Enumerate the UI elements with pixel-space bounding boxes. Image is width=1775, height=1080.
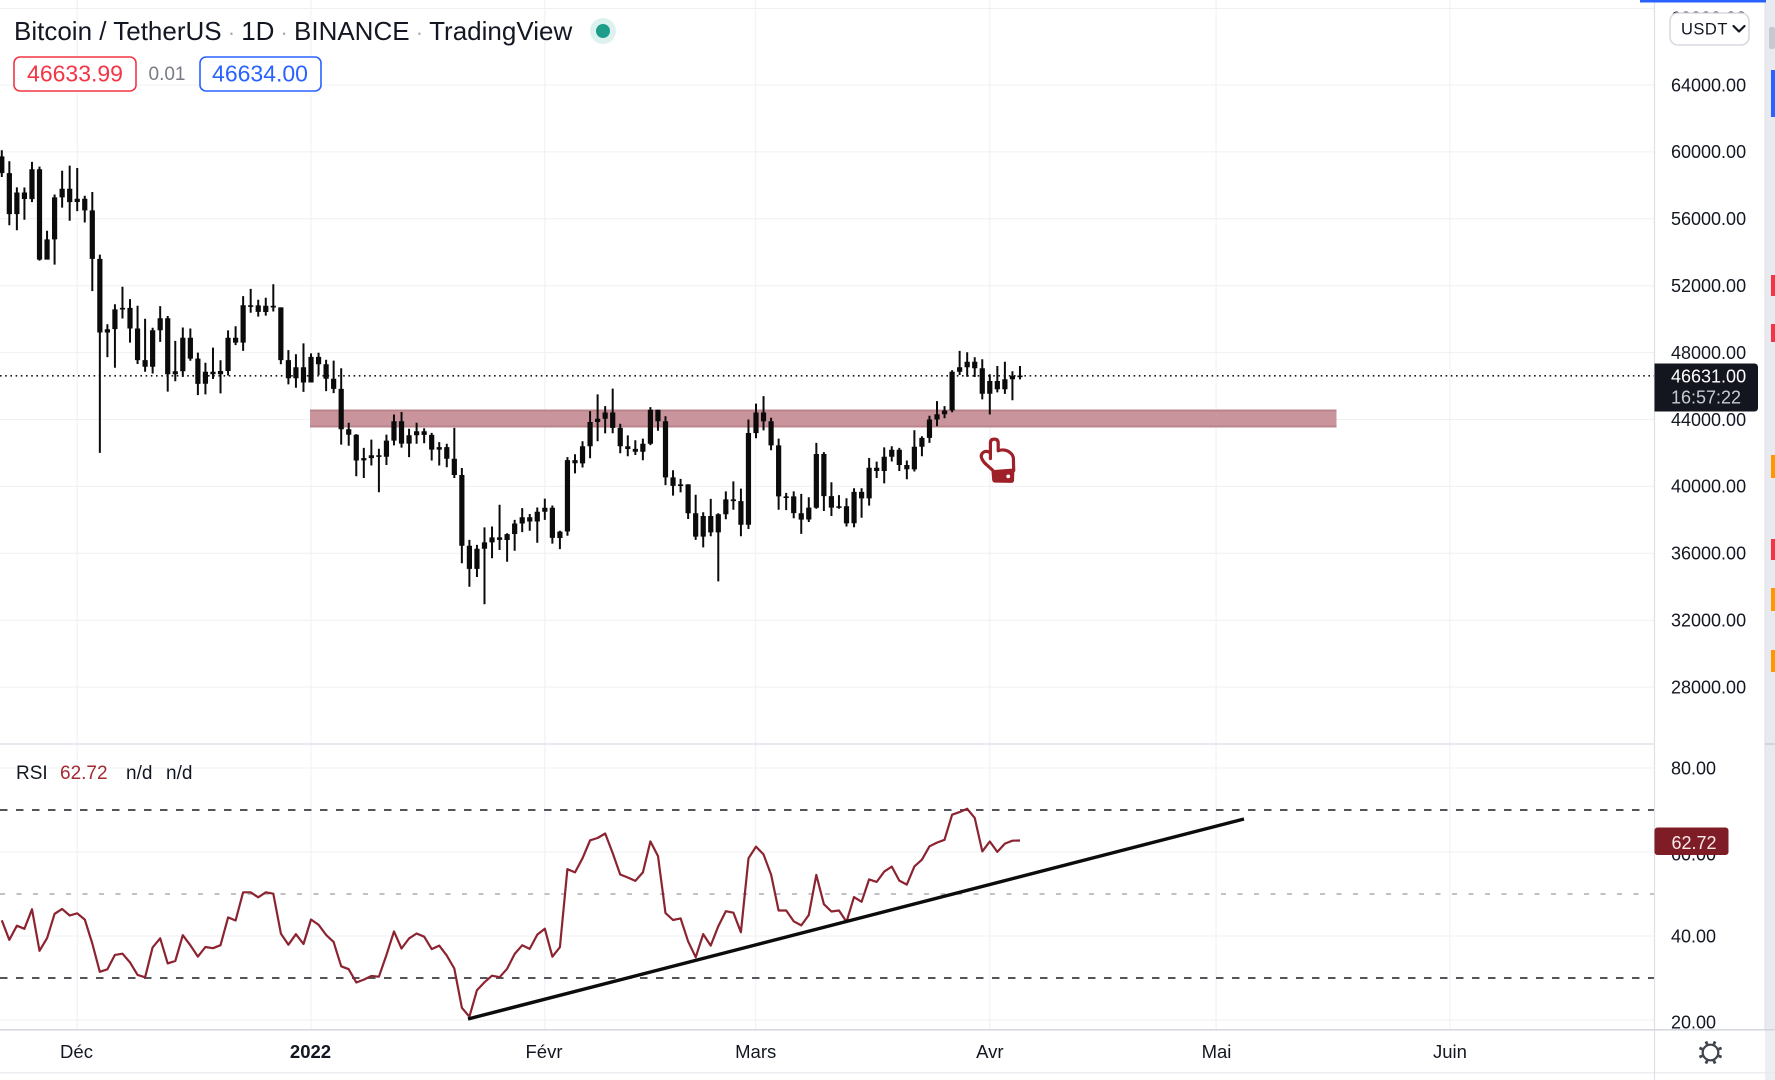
svg-text:44000.00: 44000.00 bbox=[1671, 410, 1746, 430]
svg-text:62.72: 62.72 bbox=[1672, 833, 1717, 853]
svg-text:28000.00: 28000.00 bbox=[1671, 677, 1746, 697]
svg-text:0.01: 0.01 bbox=[149, 64, 186, 85]
svg-text:60000.00: 60000.00 bbox=[1671, 142, 1746, 162]
svg-text:n/d: n/d bbox=[166, 763, 192, 784]
svg-text:RSI: RSI bbox=[16, 763, 48, 784]
svg-text:46634.00: 46634.00 bbox=[212, 61, 308, 87]
svg-text:48000.00: 48000.00 bbox=[1671, 343, 1746, 363]
svg-text:80.00: 80.00 bbox=[1671, 758, 1716, 778]
svg-text:36000.00: 36000.00 bbox=[1671, 544, 1746, 564]
svg-text:USDT: USDT bbox=[1681, 21, 1728, 39]
svg-text:64000.00: 64000.00 bbox=[1671, 75, 1746, 95]
svg-text:62.72: 62.72 bbox=[60, 763, 108, 784]
svg-text:Déc: Déc bbox=[60, 1041, 93, 1062]
svg-text:n/d: n/d bbox=[126, 763, 152, 784]
svg-text:40.00: 40.00 bbox=[1671, 926, 1716, 946]
svg-text:52000.00: 52000.00 bbox=[1671, 276, 1746, 296]
svg-text:32000.00: 32000.00 bbox=[1671, 611, 1746, 631]
svg-text:46633.99: 46633.99 bbox=[27, 61, 123, 87]
svg-text:20.00: 20.00 bbox=[1671, 1013, 1716, 1033]
svg-text:Mars: Mars bbox=[735, 1041, 776, 1062]
svg-text:Bitcoin / TetherUS · 1D · BINA: Bitcoin / TetherUS · 1D · BINANCE · Trad… bbox=[14, 16, 572, 46]
svg-text:40000.00: 40000.00 bbox=[1671, 477, 1746, 497]
svg-text:Mai: Mai bbox=[1202, 1041, 1232, 1062]
svg-text:Juin: Juin bbox=[1433, 1041, 1467, 1062]
svg-text:Avr: Avr bbox=[976, 1041, 1003, 1062]
svg-text:46631.00: 46631.00 bbox=[1671, 367, 1746, 387]
svg-text:56000.00: 56000.00 bbox=[1671, 209, 1746, 229]
svg-text:2022: 2022 bbox=[290, 1041, 331, 1062]
svg-text:Févr: Févr bbox=[526, 1041, 563, 1062]
svg-text:16:57:22: 16:57:22 bbox=[1671, 388, 1741, 408]
